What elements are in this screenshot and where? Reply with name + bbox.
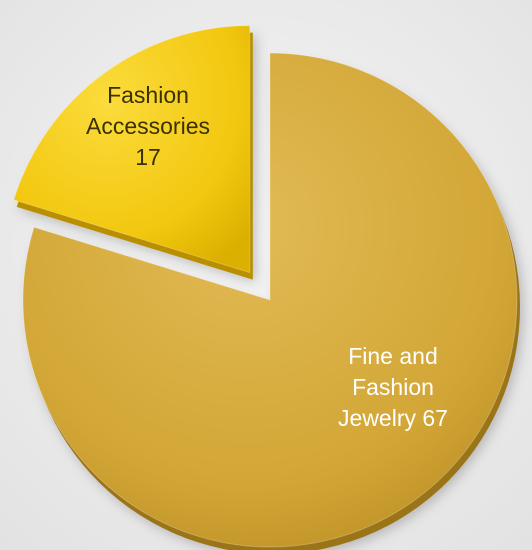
pie-slice-label-line: Fashion [352,374,434,400]
pie-slice-label-line: Fine and [348,343,438,369]
pie-slice-label-line: Jewelry 67 [338,405,448,431]
pie-slice-label-line: Accessories [86,113,210,139]
pie-slice-fashion-accessories[interactable] [13,25,251,274]
pie-slice-fine-and-fashion-jewelry[interactable] [22,52,518,548]
pie-slice-label-line: Fashion [107,82,189,108]
pie-slice-label: Fashion Accessories 17 [86,82,210,170]
pie-slice-label: Fine and Fashion Jewelry 67 [338,343,448,431]
pie-slice-label-line: 17 [135,144,161,170]
